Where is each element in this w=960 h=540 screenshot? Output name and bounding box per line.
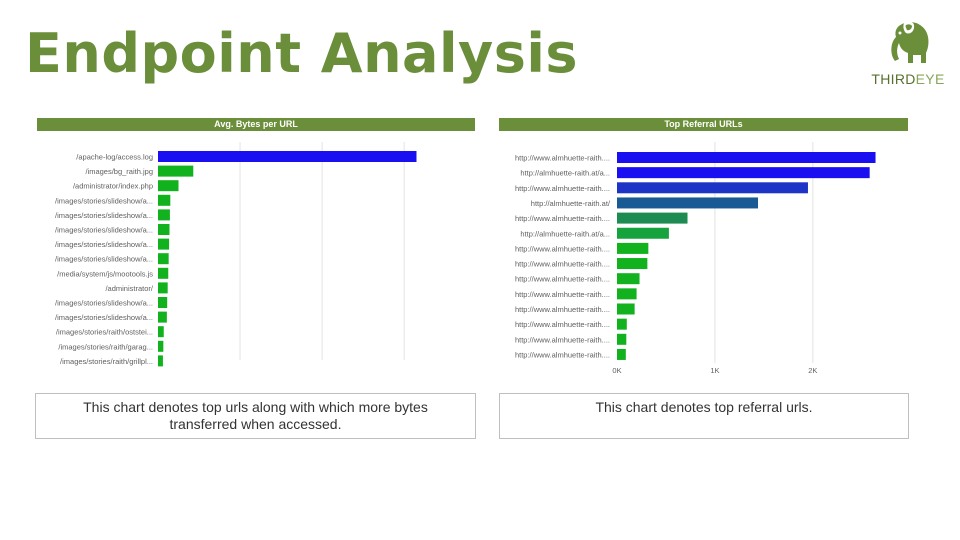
x-tick-label: 0K	[612, 366, 621, 375]
caption-right: This chart denotes top referral urls.	[499, 393, 909, 439]
bar	[158, 180, 179, 192]
category-label: http://www.almhuette-raith....	[515, 244, 610, 253]
category-label: /administrator/index.php	[73, 182, 153, 191]
category-label: /images/stories/raith/garag...	[58, 342, 153, 351]
category-label: /images/stories/slideshow/a...	[55, 255, 153, 264]
bar	[158, 224, 170, 235]
category-label: http://www.almhuette-raith....	[515, 290, 610, 299]
bar	[617, 288, 637, 300]
chart-title: Top Referral URLs	[499, 118, 908, 131]
bar	[617, 242, 649, 254]
bar	[617, 197, 759, 209]
category-label: http://www.almhuette-raith....	[515, 154, 610, 163]
bar	[158, 311, 167, 323]
category-label: http://www.almhuette-raith....	[515, 275, 610, 284]
category-label: http://www.almhuette-raith....	[515, 184, 610, 193]
chart-plot-area: http://www.almhuette-raith.... http://alm…	[515, 142, 876, 375]
category-label: /apache-log/access.log	[76, 153, 153, 162]
page-title: Endpoint Analysis	[25, 22, 578, 85]
bar	[617, 167, 870, 179]
elephant-icon	[891, 21, 929, 63]
bar	[158, 209, 170, 221]
bar	[617, 258, 648, 270]
category-label: /images/stories/slideshow/a...	[55, 196, 153, 205]
bar	[617, 212, 688, 224]
x-tick-label: 1K	[710, 366, 719, 375]
chart-top-referral-urls: Top Referral URLs http://www.almhuette-r…	[499, 118, 908, 378]
category-label: http://almhuette-raith.at/a...	[520, 229, 610, 238]
category-label: /images/bg_raith.jpg	[85, 167, 153, 176]
category-label: /images/stories/slideshow/a...	[55, 226, 153, 235]
category-label: http://www.almhuette-raith....	[515, 335, 610, 344]
category-label: http://almhuette-raith.at/a...	[520, 169, 610, 178]
caption-left: This chart denotes top urls along with w…	[35, 393, 476, 439]
x-tick-label: 2K	[808, 366, 817, 375]
category-label: /images/stories/raith/grillpl...	[60, 357, 153, 366]
logo: THIRDEYE	[868, 15, 948, 91]
bar	[158, 297, 168, 308]
bar	[158, 194, 171, 206]
category-label: http://www.almhuette-raith....	[515, 305, 610, 314]
category-label: /images/stories/slideshow/a...	[55, 299, 153, 308]
bar	[617, 273, 640, 285]
bar	[158, 165, 194, 177]
chart-title: Avg. Bytes per URL	[37, 118, 475, 131]
category-label: /images/stories/raith/oststei...	[56, 328, 153, 337]
bar	[158, 326, 164, 338]
bar	[158, 238, 170, 250]
bar	[158, 151, 417, 162]
category-label: /media/system/js/mootools.js	[57, 269, 153, 278]
bar	[617, 227, 669, 239]
category-label: http://www.almhuette-raith....	[515, 260, 610, 269]
bar	[617, 348, 626, 360]
bar	[158, 355, 163, 367]
bar	[617, 152, 876, 163]
bar	[158, 253, 169, 265]
category-label: /administrator/	[105, 284, 153, 293]
category-label: /images/stories/slideshow/a...	[55, 211, 153, 220]
category-label: /images/stories/slideshow/a...	[55, 240, 153, 249]
bar	[158, 282, 168, 294]
category-label: http://www.almhuette-raith....	[515, 320, 610, 329]
bar	[617, 333, 627, 345]
category-label: /images/stories/slideshow/a...	[55, 313, 153, 322]
bar	[158, 267, 169, 279]
bar	[617, 303, 635, 315]
bar	[158, 340, 164, 352]
category-label: http://www.almhuette-raith....	[515, 350, 610, 359]
chart-avg-bytes-per-url: Avg. Bytes per URL /apache-log/access.lo…	[37, 118, 475, 368]
bar	[617, 182, 808, 194]
bar	[617, 318, 627, 330]
category-label: http://almhuette-raith.at/	[531, 199, 611, 208]
category-label: http://www.almhuette-raith....	[515, 214, 610, 223]
chart-plot-area: /apache-log/access.log/images/bg_raith.j…	[55, 142, 417, 367]
logo-wordmark: THIRDEYE	[871, 71, 945, 87]
